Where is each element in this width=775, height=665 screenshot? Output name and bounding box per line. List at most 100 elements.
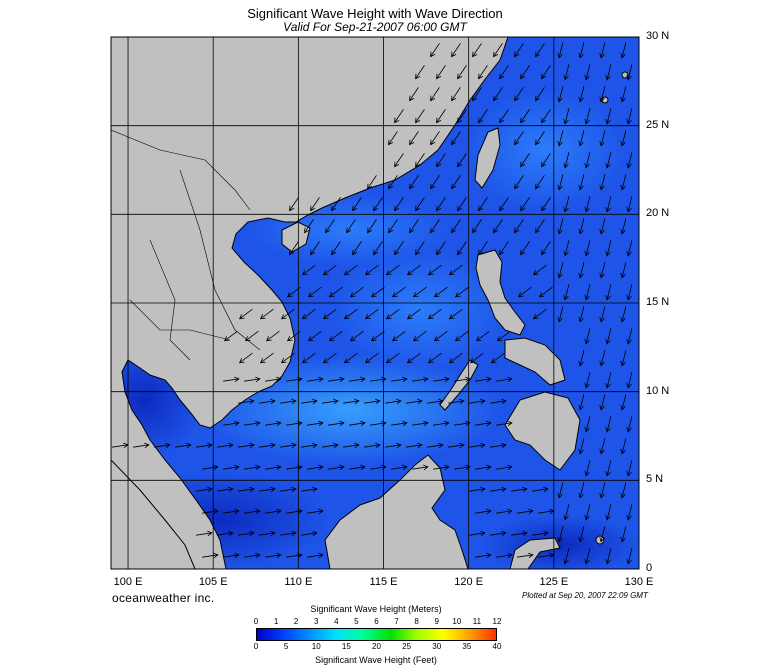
wave-direction-arrow	[412, 464, 429, 471]
colorbar-meters-tick: 2	[293, 617, 299, 626]
colorbar-feet-tick: 15	[341, 642, 351, 651]
wave-direction-arrow	[478, 109, 488, 124]
wave-direction-arrow	[385, 352, 400, 364]
wave-direction-arrow	[599, 174, 606, 191]
wave-direction-arrow	[265, 508, 282, 515]
colorbar-feet-tick: 35	[462, 642, 472, 651]
wave-direction-arrow	[578, 306, 585, 323]
wave-direction-arrow	[514, 87, 524, 102]
wave-direction-arrow	[626, 416, 633, 433]
colorbar-feet-tick: 20	[372, 642, 381, 651]
wave-direction-arrow	[322, 264, 337, 276]
wave-direction-arrow	[605, 504, 612, 521]
wave-direction-arrow	[391, 464, 408, 471]
wave-direction-arrow	[499, 197, 509, 212]
wave-direction-arrow	[406, 442, 423, 449]
wave-direction-arrow	[304, 219, 314, 234]
wave-direction-arrow	[280, 486, 297, 493]
wave-field-low	[480, 515, 639, 569]
longitude-label: 110 E	[284, 576, 313, 588]
wave-direction-arrow	[520, 153, 530, 168]
wave-direction-arrow	[238, 486, 255, 493]
wave-direction-arrow	[331, 197, 341, 212]
wave-direction-arrow	[436, 197, 446, 212]
wave-direction-arrow	[286, 376, 303, 383]
wave-direction-arrow	[265, 420, 282, 427]
wave-direction-arrow	[448, 352, 463, 364]
latitude-label: 30 N	[646, 30, 670, 42]
wave-direction-arrow	[451, 219, 461, 234]
colorbar-meters-tick: 3	[314, 617, 319, 626]
wave-direction-arrow	[557, 482, 564, 499]
wave-direction-arrow	[535, 219, 545, 234]
wave-direction-arrow	[436, 241, 446, 256]
wave-direction-arrow	[520, 65, 530, 80]
wave-direction-arrow	[307, 286, 322, 298]
map-grid	[111, 37, 639, 569]
wave-direction-arrow	[557, 86, 564, 103]
wave-direction-arrow	[578, 482, 585, 499]
wave-direction-arrow	[472, 43, 482, 58]
latitude-label: 0	[646, 562, 653, 574]
wave-direction-arrow	[532, 264, 547, 276]
wave-direction-arrow	[620, 306, 627, 323]
wave-direction-arrow	[307, 376, 324, 383]
wave-direction-arrow	[301, 398, 318, 405]
wave-direction-arrow	[620, 130, 627, 147]
wave-direction-arrow	[472, 87, 482, 102]
wave-direction-arrow	[427, 398, 444, 405]
wave-direction-arrow	[370, 286, 385, 298]
wave-direction-arrow	[325, 219, 335, 234]
wave-direction-arrow	[584, 64, 591, 81]
wave-direction-arrow	[499, 65, 509, 80]
wave-direction-arrow	[469, 398, 486, 405]
wave-direction-arrow	[388, 219, 398, 234]
wave-direction-arrow	[475, 420, 492, 427]
wave-direction-arrow	[238, 442, 255, 449]
wave-direction-arrow	[385, 398, 402, 405]
wave-direction-arrow	[349, 420, 366, 427]
colorbar-meters-tick: 11	[472, 617, 482, 626]
wave-direction-arrow	[328, 464, 345, 471]
wave-direction-arrow	[307, 420, 324, 427]
colorbar-feet-tick: 30	[432, 642, 442, 651]
wave-direction-arrow	[223, 552, 240, 559]
wave-direction-arrow	[436, 153, 446, 168]
wave-direction-arrow	[557, 306, 564, 323]
wave-direction-arrow	[202, 464, 219, 471]
land-sulawesi	[509, 537, 561, 569]
wave-direction-arrow	[364, 442, 381, 449]
wave-direction-arrow	[514, 43, 524, 58]
colorbar-feet-tick: 0	[253, 642, 259, 651]
wave-direction-arrow	[352, 241, 362, 256]
wave-direction-arrow	[626, 284, 633, 301]
wave-direction-arrow	[605, 64, 612, 81]
wave-direction-arrow	[605, 416, 612, 433]
wave-direction-arrow	[475, 376, 492, 383]
wave-direction-arrow	[469, 530, 486, 537]
wave-direction-arrow	[406, 352, 421, 364]
wave-direction-arrow	[457, 109, 467, 124]
country-borders	[111, 129, 261, 361]
wave-direction-arrow	[478, 65, 488, 80]
colorbar-meters-tick: 4	[334, 617, 339, 626]
wave-direction-arrow	[605, 152, 612, 169]
wave-direction-arrow	[433, 376, 450, 383]
wave-direction-arrow	[584, 504, 591, 521]
wave-direction-arrow	[391, 376, 408, 383]
wave-direction-arrow	[563, 64, 570, 81]
wave-direction-arrow	[532, 308, 547, 320]
wave-direction-arrow	[626, 152, 633, 169]
wave-direction-arrow	[259, 486, 276, 493]
wave-direction-arrow	[433, 420, 450, 427]
wave-direction-arrow	[605, 108, 612, 125]
wave-direction-arrow	[457, 153, 467, 168]
wave-direction-arrow	[412, 330, 427, 342]
wave-direction-arrow	[517, 552, 534, 559]
colorbar-meters-tick: 8	[414, 617, 419, 626]
wave-direction-arrow	[391, 286, 406, 298]
wave-direction-arrow	[217, 442, 234, 449]
wave-direction-arrow	[280, 352, 295, 364]
wave-direction-arrow	[563, 504, 570, 521]
wave-direction-arrow	[217, 530, 234, 537]
